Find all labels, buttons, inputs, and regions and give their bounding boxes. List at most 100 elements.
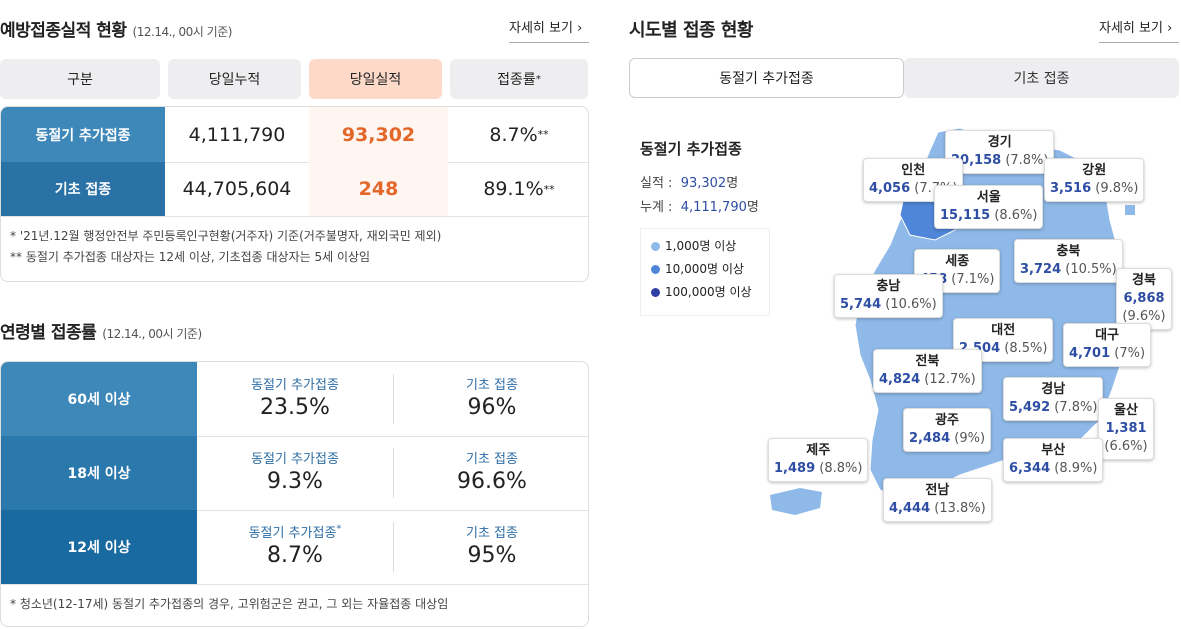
region-name: 전북	[915, 354, 940, 369]
age-60-booster-label: 동절기 추가접종	[251, 378, 339, 393]
notes-divider	[1, 584, 588, 585]
booster-rate: 8.7% **	[448, 107, 588, 162]
jeju-shape	[770, 488, 822, 515]
header-rate-label: 접종률	[497, 72, 536, 88]
region-jeju[interactable]: 제주 1,489 (8.8%)	[768, 438, 869, 482]
age-60-primary: 기초 접종 96%	[394, 374, 588, 420]
legend-label: 10,000명 이상	[665, 262, 744, 276]
region-chungbuk[interactable]: 충북 3,724 (10.5%)	[1014, 239, 1123, 283]
region-name: 서울	[976, 190, 1001, 205]
region-name: 경기	[987, 135, 1012, 150]
perf-notes: * '21년.12월 행정안전부 주민등록인구현황(거주자) 기준(거주불명자,…	[10, 226, 441, 268]
region-name: 제주	[806, 443, 831, 458]
region-pct: (8.5%)	[1004, 341, 1048, 356]
region-count: 1,381	[1105, 421, 1147, 436]
legend-item: 10,000명 이상	[651, 258, 769, 281]
region-gyeongbuk[interactable]: 경북 6,868 (9.6%)	[1116, 268, 1172, 330]
legend-dot-icon	[651, 288, 660, 297]
region-count: 2,484	[909, 431, 951, 446]
region-count: 15,115	[940, 208, 991, 223]
region-gangwon[interactable]: 강원 3,516 (9.8%)	[1044, 158, 1145, 202]
age-60-primary-label: 기초 접종	[466, 378, 518, 393]
perf-title-text: 예방접종실적 현황	[0, 21, 127, 41]
age-12-booster-value: 8.7%	[267, 543, 323, 568]
tab-primary[interactable]: 기초 접종	[904, 58, 1179, 98]
region-pct: (8.9%)	[1054, 461, 1098, 476]
perf-more-link[interactable]: 자세히 보기 ›	[509, 17, 589, 43]
age-12-primary-label: 기초 접종	[466, 526, 518, 541]
age-60-booster-value: 23.5%	[260, 395, 330, 420]
age-12-booster: 동절기 추가접종* 8.7%	[197, 522, 393, 568]
region-count: 4,444	[889, 501, 931, 516]
region-section-title: 시도별 접종 현황	[629, 20, 753, 41]
age-18-booster: 동절기 추가접종 9.3%	[197, 448, 393, 494]
primary-rate: 89.1% **	[448, 162, 588, 216]
region-count: 6,344	[1009, 461, 1051, 476]
age-section-title: 연령별 접종률 (12.14., 00시 기준)	[0, 318, 202, 343]
summary-cum: 누계 : 4,111,790명	[640, 196, 759, 215]
region-name: 인천	[901, 163, 926, 178]
age-title-text: 연령별 접종률	[0, 323, 97, 343]
region-count: 3,516	[1050, 181, 1092, 196]
summary-unit: 명	[726, 176, 739, 191]
region-count: 4,701	[1069, 346, 1111, 361]
region-busan[interactable]: 부산 6,344 (8.9%)	[1003, 438, 1104, 482]
region-daegu[interactable]: 대구 4,701 (7%)	[1063, 323, 1152, 367]
primary-daily: 248	[309, 162, 448, 216]
region-count: 4,824	[879, 372, 921, 387]
region-name: 충남	[876, 279, 901, 294]
region-gyeonggi[interactable]: 경기 20,158 (7.8%)	[945, 130, 1055, 174]
region-count: 3,724	[1020, 262, 1062, 277]
legend-item: 100,000명 이상	[651, 281, 769, 304]
tab-booster[interactable]: 동절기 추가접종	[629, 58, 904, 98]
region-more-link[interactable]: 자세히 보기 ›	[1099, 17, 1179, 43]
region-jeonnam[interactable]: 전남 4,444 (13.8%)	[883, 478, 992, 522]
age-12-primary-value: 95%	[467, 543, 517, 568]
island-shape	[1125, 205, 1135, 215]
summary-perf-label: 실적 :	[640, 176, 673, 191]
col-divider	[393, 522, 394, 572]
booster-cumulative: 4,111,790	[188, 123, 286, 146]
region-pct: (9.8%)	[1095, 181, 1139, 196]
age-table: 60세 이상 동절기 추가접종 23.5% 기초 접종 96% 18세 이상 동…	[0, 361, 589, 627]
header-cumulative: 당일누적	[168, 59, 301, 99]
region-count: 4,056	[869, 181, 911, 196]
booster-rate-star: **	[537, 128, 549, 141]
notes-divider	[1, 216, 588, 217]
region-name: 광주	[935, 413, 959, 428]
age-18-primary-label: 기초 접종	[466, 452, 518, 467]
age-12-primary: 기초 접종 95%	[394, 522, 588, 568]
region-gyeongnam[interactable]: 경남 5,492 (7.8%)	[1003, 377, 1104, 421]
region-ulsan[interactable]: 울산 1,381 (6.6%)	[1098, 398, 1154, 460]
region-name: 부산	[1041, 443, 1066, 458]
map-legend: 1,000명 이상 10,000명 이상 100,000명 이상	[640, 228, 770, 316]
summary-cum-label: 누계 :	[640, 200, 673, 215]
region-pct: (6.6%)	[1104, 439, 1148, 454]
age-60-primary-value: 96%	[467, 395, 517, 420]
region-pct: (10.5%)	[1065, 262, 1117, 277]
age-12-booster-label-text: 동절기 추가접종	[248, 526, 337, 541]
region-gwangju[interactable]: 광주 2,484 (9%)	[903, 408, 992, 452]
age-basis: (12.14., 00시 기준)	[102, 327, 202, 341]
region-seoul[interactable]: 서울 15,115 (8.6%)	[934, 185, 1044, 229]
col-divider	[393, 448, 394, 498]
region-chungnam[interactable]: 충남 5,744 (10.6%)	[834, 274, 943, 318]
region-name: 경북	[1132, 273, 1156, 288]
perf-section-title: 예방접종실적 현황 (12.14., 00시 기준)	[0, 16, 232, 41]
row-divider	[197, 436, 588, 437]
region-pct: (10.6%)	[885, 297, 937, 312]
age-12-booster-star: *	[336, 523, 342, 535]
region-incheon[interactable]: 인천4,056 (7.7%)	[863, 158, 964, 202]
region-count: 5,744	[840, 297, 882, 312]
region-count: 5,492	[1009, 400, 1051, 415]
region-name: 대구	[1095, 328, 1119, 343]
region-jeonbuk[interactable]: 전북 4,824 (12.7%)	[873, 349, 982, 393]
row-divider	[197, 510, 588, 511]
legend-label: 100,000명 이상	[665, 285, 752, 299]
row-booster-label: 동절기 추가접종	[1, 107, 165, 162]
booster-rate-value: 8.7%	[489, 123, 538, 146]
primary-cumulative: 44,705,604	[182, 178, 292, 200]
legend-label: 1,000명 이상	[665, 239, 737, 253]
perf-table: 동절기 추가접종 4,111,790 93,302 8.7% ** 기초 접종 4…	[0, 106, 589, 282]
age-18-primary: 기초 접종 96.6%	[394, 448, 588, 494]
